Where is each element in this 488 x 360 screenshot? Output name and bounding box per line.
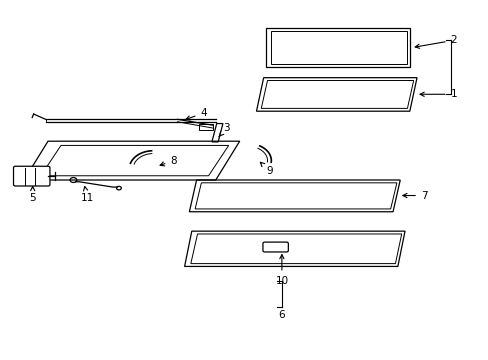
Text: 5: 5	[29, 186, 36, 203]
FancyBboxPatch shape	[14, 166, 50, 186]
Text: 4: 4	[185, 108, 206, 120]
Text: 1: 1	[419, 89, 456, 99]
Text: 9: 9	[260, 162, 272, 176]
Text: 10: 10	[275, 255, 288, 285]
Text: 7: 7	[402, 190, 427, 201]
Text: 3: 3	[218, 123, 230, 137]
Text: 2: 2	[414, 35, 456, 48]
Text: 6: 6	[278, 310, 285, 320]
Text: 11: 11	[81, 186, 94, 203]
FancyBboxPatch shape	[263, 242, 288, 252]
Text: 8: 8	[160, 156, 177, 166]
